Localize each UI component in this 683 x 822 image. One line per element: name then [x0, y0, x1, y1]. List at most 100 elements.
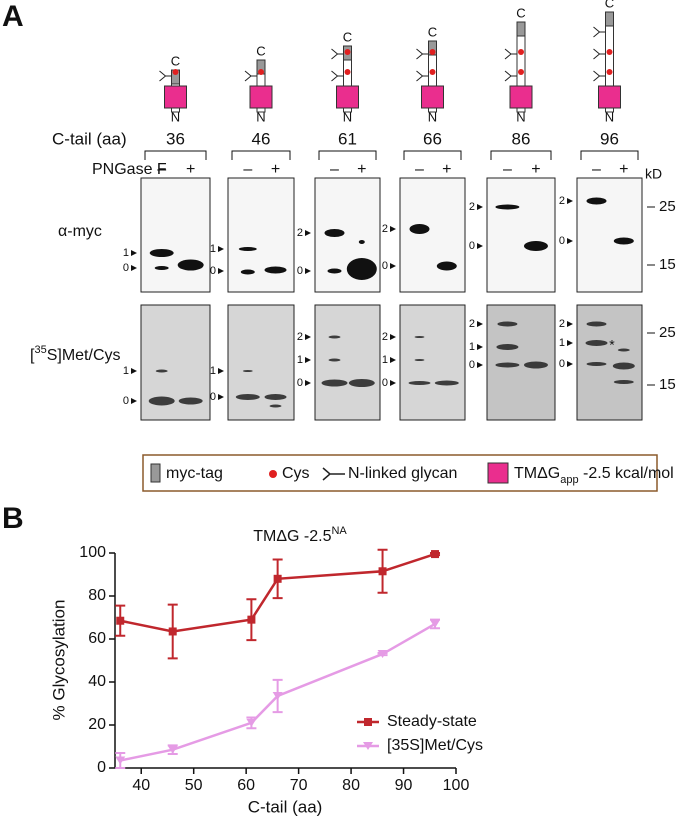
band-marker: 2 — [469, 318, 475, 330]
lane-sign: + — [442, 161, 451, 178]
ctail-value: 61 — [338, 129, 357, 148]
n-label: N — [605, 109, 614, 124]
n-label: N — [256, 109, 265, 124]
band — [586, 362, 607, 366]
n-label: N — [516, 109, 525, 124]
legend-text: N-linked glycan — [348, 465, 457, 482]
bracket — [490, 150, 552, 160]
ctail-value: 36 — [166, 129, 185, 148]
marker-arrow — [305, 230, 311, 236]
lane-sign: – — [157, 161, 166, 178]
panel-label: A — [2, 0, 24, 33]
lane-sign: + — [186, 161, 195, 178]
band — [324, 229, 345, 237]
lane-sign: + — [357, 161, 366, 178]
x-tick-label: 80 — [342, 777, 360, 794]
lane-sign: – — [415, 161, 424, 178]
band-marker: 0 — [559, 358, 565, 370]
glycan — [416, 70, 429, 82]
bracket — [580, 150, 639, 160]
lane-sign: – — [503, 161, 512, 178]
ctail-value: 46 — [252, 129, 271, 148]
marker-arrow — [477, 243, 483, 249]
band — [154, 266, 169, 270]
marker-arrow — [131, 398, 137, 404]
ctail-label: C-tail (aa) — [52, 129, 127, 148]
band-marker: 0 — [382, 377, 388, 389]
marker-arrow — [131, 368, 137, 374]
met-label: [35S]Met/Cys — [30, 344, 121, 364]
n-label: N — [171, 109, 180, 124]
myc-label: α-myc — [58, 223, 102, 240]
legend-marker — [364, 718, 372, 726]
lane-sign: + — [619, 161, 628, 178]
marker-arrow — [218, 268, 224, 274]
band-marker: 2 — [382, 331, 388, 343]
marker-arrow — [218, 394, 224, 400]
band — [586, 197, 607, 205]
tm-domain — [164, 85, 187, 109]
x-tick-label: 40 — [132, 777, 150, 794]
c-label: C — [428, 24, 437, 39]
c-label: C — [343, 29, 352, 44]
band — [497, 321, 518, 327]
band — [328, 358, 341, 362]
point — [377, 650, 388, 659]
cys — [429, 49, 436, 55]
blot-myc — [399, 177, 466, 293]
glycan — [504, 48, 517, 60]
point — [116, 616, 125, 625]
band — [346, 258, 377, 280]
text-segment: app — [560, 474, 578, 486]
glycan — [416, 48, 429, 60]
marker-arrow — [218, 368, 224, 374]
y-tick-label: 80 — [88, 587, 106, 604]
n-label: N — [343, 109, 352, 124]
blot-myc — [486, 177, 556, 293]
ctail-value: 96 — [600, 129, 619, 148]
blot-myc — [140, 177, 211, 293]
band — [617, 348, 630, 352]
legend-label: [35S]Met/Cys — [387, 737, 483, 754]
band — [436, 261, 457, 271]
legend-cys-icon — [269, 470, 277, 478]
text-segment: NA — [331, 525, 347, 537]
y-tick-label: 60 — [88, 630, 106, 647]
marker-arrow — [390, 263, 396, 269]
legend-text: Cys — [282, 465, 310, 482]
c-label: C — [171, 53, 180, 68]
legend-tm-icon — [487, 462, 509, 484]
n-tail — [171, 107, 180, 113]
band — [235, 394, 260, 400]
kd-value: 15 — [659, 376, 676, 393]
kd-value: 25 — [659, 324, 676, 341]
marker-arrow — [477, 321, 483, 327]
band-marker: 1 — [469, 341, 475, 353]
point — [272, 691, 283, 700]
y-tick-label: 0 — [97, 759, 106, 776]
myc-tag — [605, 11, 614, 27]
band — [242, 370, 253, 372]
band — [321, 379, 348, 387]
band-marker: 1 — [382, 354, 388, 366]
band-marker: 0 — [210, 265, 216, 277]
band — [495, 362, 520, 368]
c-label: C — [256, 43, 265, 58]
lane-sign: – — [330, 161, 339, 178]
band — [612, 362, 635, 370]
marker-arrow — [567, 340, 573, 346]
marker-arrow — [390, 380, 396, 386]
band — [613, 237, 634, 245]
band — [177, 259, 204, 271]
blot-myc — [227, 177, 295, 293]
panel-label: B — [2, 502, 24, 535]
band — [523, 241, 548, 251]
asterisk: * — [609, 337, 615, 353]
marker-arrow — [305, 357, 311, 363]
band — [523, 361, 548, 369]
band — [358, 240, 365, 244]
marker-arrow — [218, 246, 224, 252]
cys — [258, 69, 264, 75]
band-marker: 2 — [559, 318, 565, 330]
y-tick-label: 100 — [79, 544, 106, 561]
